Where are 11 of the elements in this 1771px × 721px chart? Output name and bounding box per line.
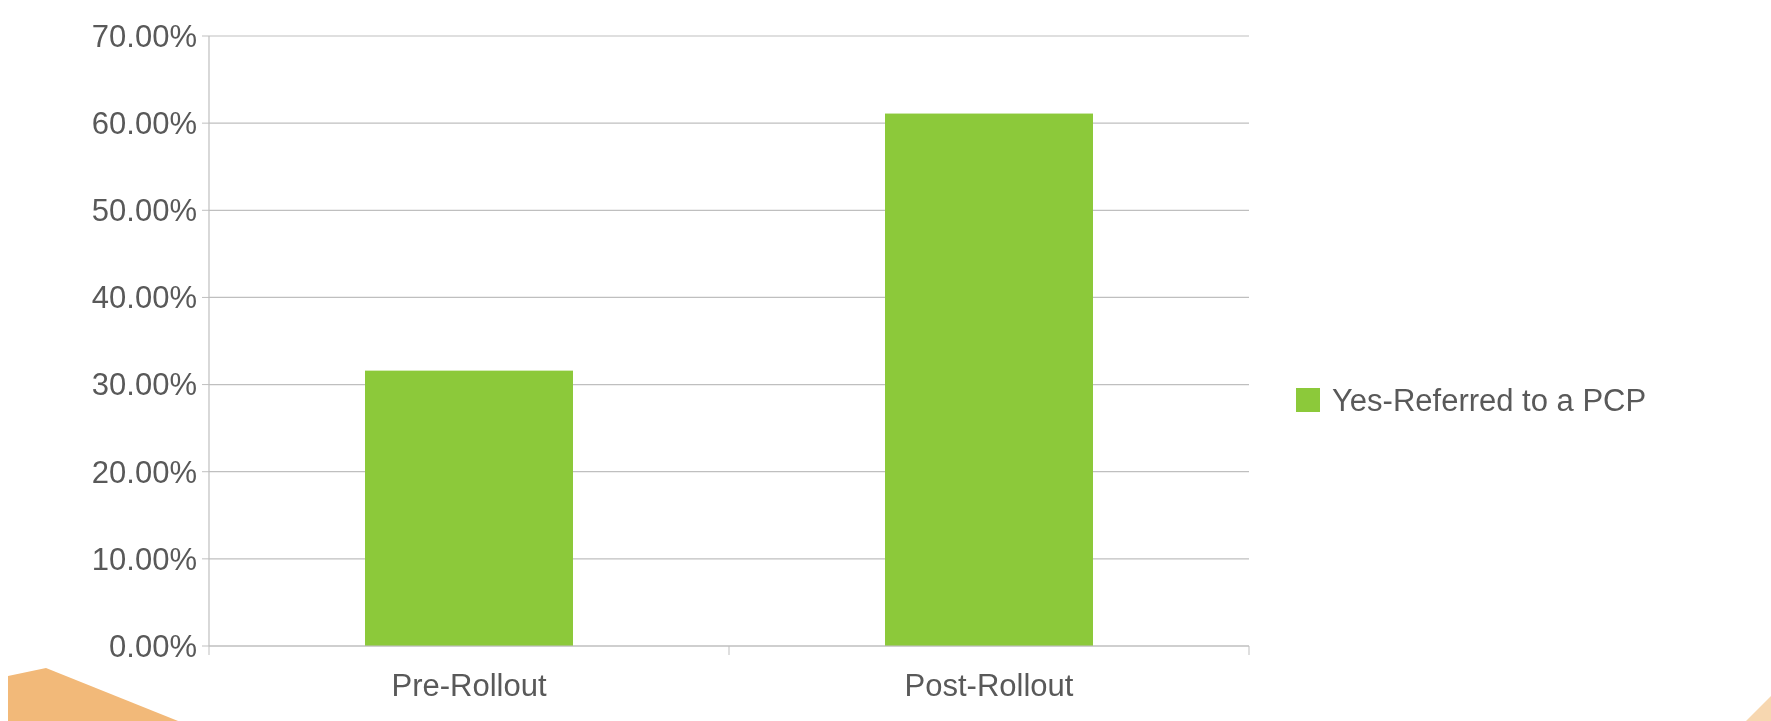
y-tick-label: 20.00% [91,454,197,490]
y-tick-label: 40.00% [91,280,197,316]
x-tick-label: Pre-Rollout [391,668,547,703]
y-tick-label: 30.00% [91,367,197,403]
y-tick-label: 60.00% [91,105,197,141]
x-tick-label: Post-Rollout [904,668,1074,703]
y-tick-label: 70.00% [91,18,197,54]
y-tick-label: 0.00% [109,628,197,664]
legend-label: Yes-Referred to a PCP [1332,382,1647,418]
y-tick-label: 10.00% [91,541,197,577]
y-tick-label: 50.00% [91,193,197,229]
